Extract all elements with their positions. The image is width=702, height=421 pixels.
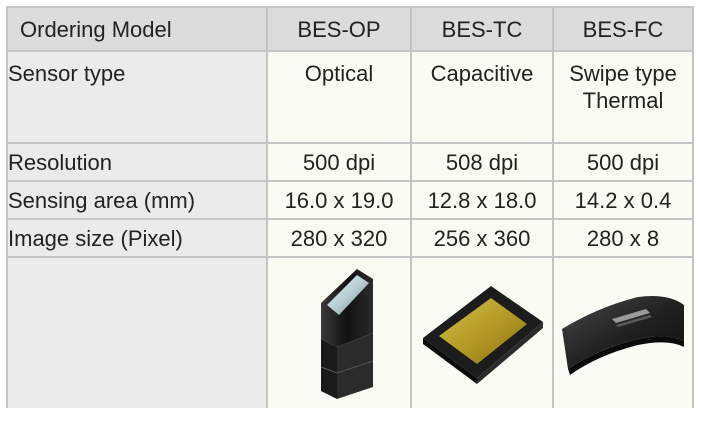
- cell-image-size-fc: 280 x 8: [552, 218, 694, 258]
- header-ordering-model: Ordering Model: [6, 6, 268, 52]
- cell-image-size-tc: 256 x 360: [410, 218, 554, 258]
- cell-sensing-area-fc: 14.2 x 0.4: [552, 180, 694, 220]
- table-row-sensing-area: Sensing area (mm) 16.0 x 19.0 12.8 x 18.…: [6, 180, 694, 220]
- row-label-image-size: Image size (Pixel): [6, 218, 268, 258]
- header-model-fc: BES-FC: [552, 6, 694, 52]
- cell-image-size-op: 280 x 320: [266, 218, 412, 258]
- cell-resolution-fc: 500 dpi: [552, 142, 694, 182]
- cell-resolution-op: 500 dpi: [266, 142, 412, 182]
- row-label-resolution: Resolution: [6, 142, 268, 182]
- swipe-thermal-sensor-image: [562, 296, 684, 375]
- table-row-sensor-type: Sensor type Optical Capacitive Swipe typ…: [6, 50, 694, 144]
- cell-photo-fc: [552, 256, 694, 408]
- table-row-image-size: Image size (Pixel) 280 x 320 256 x 360 2…: [6, 218, 694, 258]
- cell-sensor-type-op: Optical: [266, 50, 412, 144]
- cell-sensing-area-tc: 12.8 x 18.0: [410, 180, 554, 220]
- row-label-sensing-area: Sensing area (mm): [6, 180, 268, 220]
- row-label-photos-empty: [6, 256, 268, 408]
- table-row-resolution: Resolution 500 dpi 508 dpi 500 dpi: [6, 142, 694, 182]
- specification-table: Ordering Model BES-OP BES-TC BES-FC Sens…: [6, 6, 694, 408]
- cell-photo-op: [266, 256, 412, 408]
- header-model-tc: BES-TC: [410, 6, 554, 52]
- cell-photo-tc: [410, 256, 554, 408]
- cell-sensing-area-op: 16.0 x 19.0: [266, 180, 412, 220]
- row-label-sensor-type: Sensor type: [6, 50, 268, 144]
- cell-sensor-type-tc: Capacitive: [410, 50, 554, 144]
- header-model-op: BES-OP: [266, 6, 412, 52]
- cell-sensor-type-fc-text: Swipe type Thermal: [569, 61, 677, 113]
- cell-sensor-type-fc: Swipe type Thermal: [552, 50, 694, 144]
- table-row-photos: [6, 256, 694, 408]
- header-row: Ordering Model BES-OP BES-TC BES-FC: [6, 6, 694, 52]
- capacitive-sensor-chip-image: [423, 286, 543, 384]
- cell-resolution-tc: 508 dpi: [410, 142, 554, 182]
- optical-sensor-module-image: [320, 269, 374, 399]
